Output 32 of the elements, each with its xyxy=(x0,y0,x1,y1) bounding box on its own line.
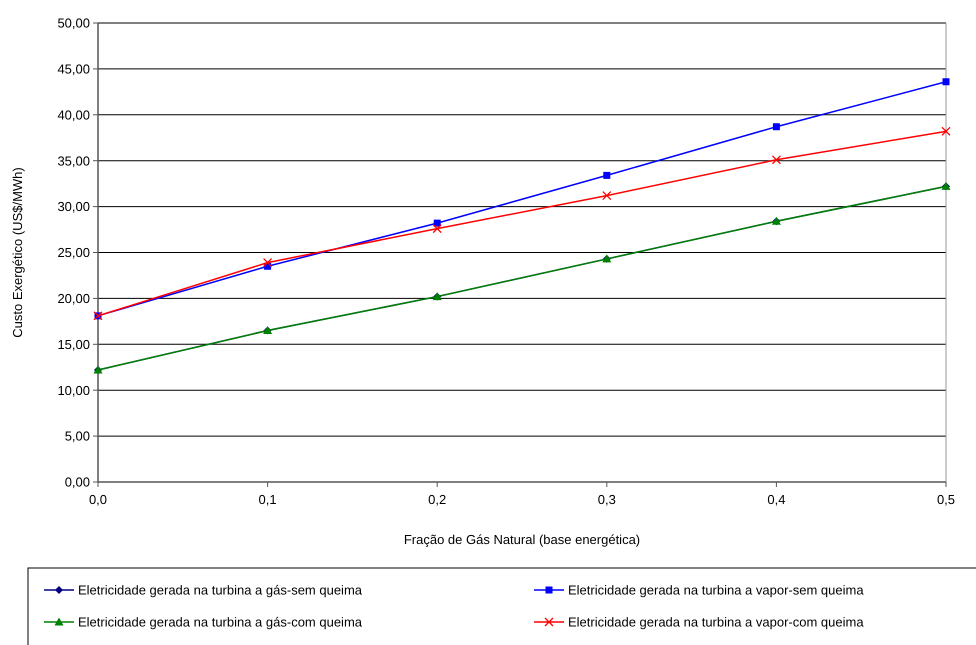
point xyxy=(941,126,951,136)
y-tick-label: 0,00 xyxy=(64,474,90,490)
x-axis-title: Fração de Gás Natural (base energética) xyxy=(404,532,640,547)
x-tick-label: 0,2 xyxy=(428,492,446,507)
point xyxy=(434,220,441,227)
y-tick-label: 5,00 xyxy=(64,428,90,444)
y-tick-label: 35,00 xyxy=(57,153,90,168)
y-tick-label: 10,00 xyxy=(57,382,90,398)
x-tick-label: 0,5 xyxy=(936,492,956,507)
point xyxy=(603,172,610,179)
y-tick-label: 25,00 xyxy=(57,245,90,260)
x-tick-label: 0,3 xyxy=(598,492,616,507)
y-tick-label: 30,00 xyxy=(57,199,90,214)
y-tick-label: 20,00 xyxy=(57,290,90,306)
y-tick-label: 40,00 xyxy=(57,107,90,122)
y-tick-label: 50,00 xyxy=(57,16,90,31)
point xyxy=(772,123,780,130)
y-tick-label: 45,00 xyxy=(57,61,90,76)
x-tick-label: 0,1 xyxy=(258,492,277,507)
legend-label: Eletricidade gerada na turbina a gás-com queima xyxy=(78,614,363,630)
point xyxy=(262,258,272,268)
point xyxy=(772,155,782,164)
x-tick-label: 0,4 xyxy=(767,492,786,507)
point xyxy=(942,78,950,86)
y-tick-label: 15,00 xyxy=(57,336,90,352)
legend-label: Eletricidade gerada na turbina a vapor-com queima xyxy=(568,614,864,630)
y-axis-title: Custo Exergético (US$/MWh) xyxy=(10,167,25,338)
point xyxy=(432,224,442,234)
point xyxy=(602,190,612,200)
x-tick-label: 0,0 xyxy=(88,492,108,507)
legend-label: Eletricidade gerada na turbina a gás-sem queima xyxy=(78,582,363,598)
legend-label: Eletricidade gerada na turbina a vapor-sem queima xyxy=(568,582,864,598)
